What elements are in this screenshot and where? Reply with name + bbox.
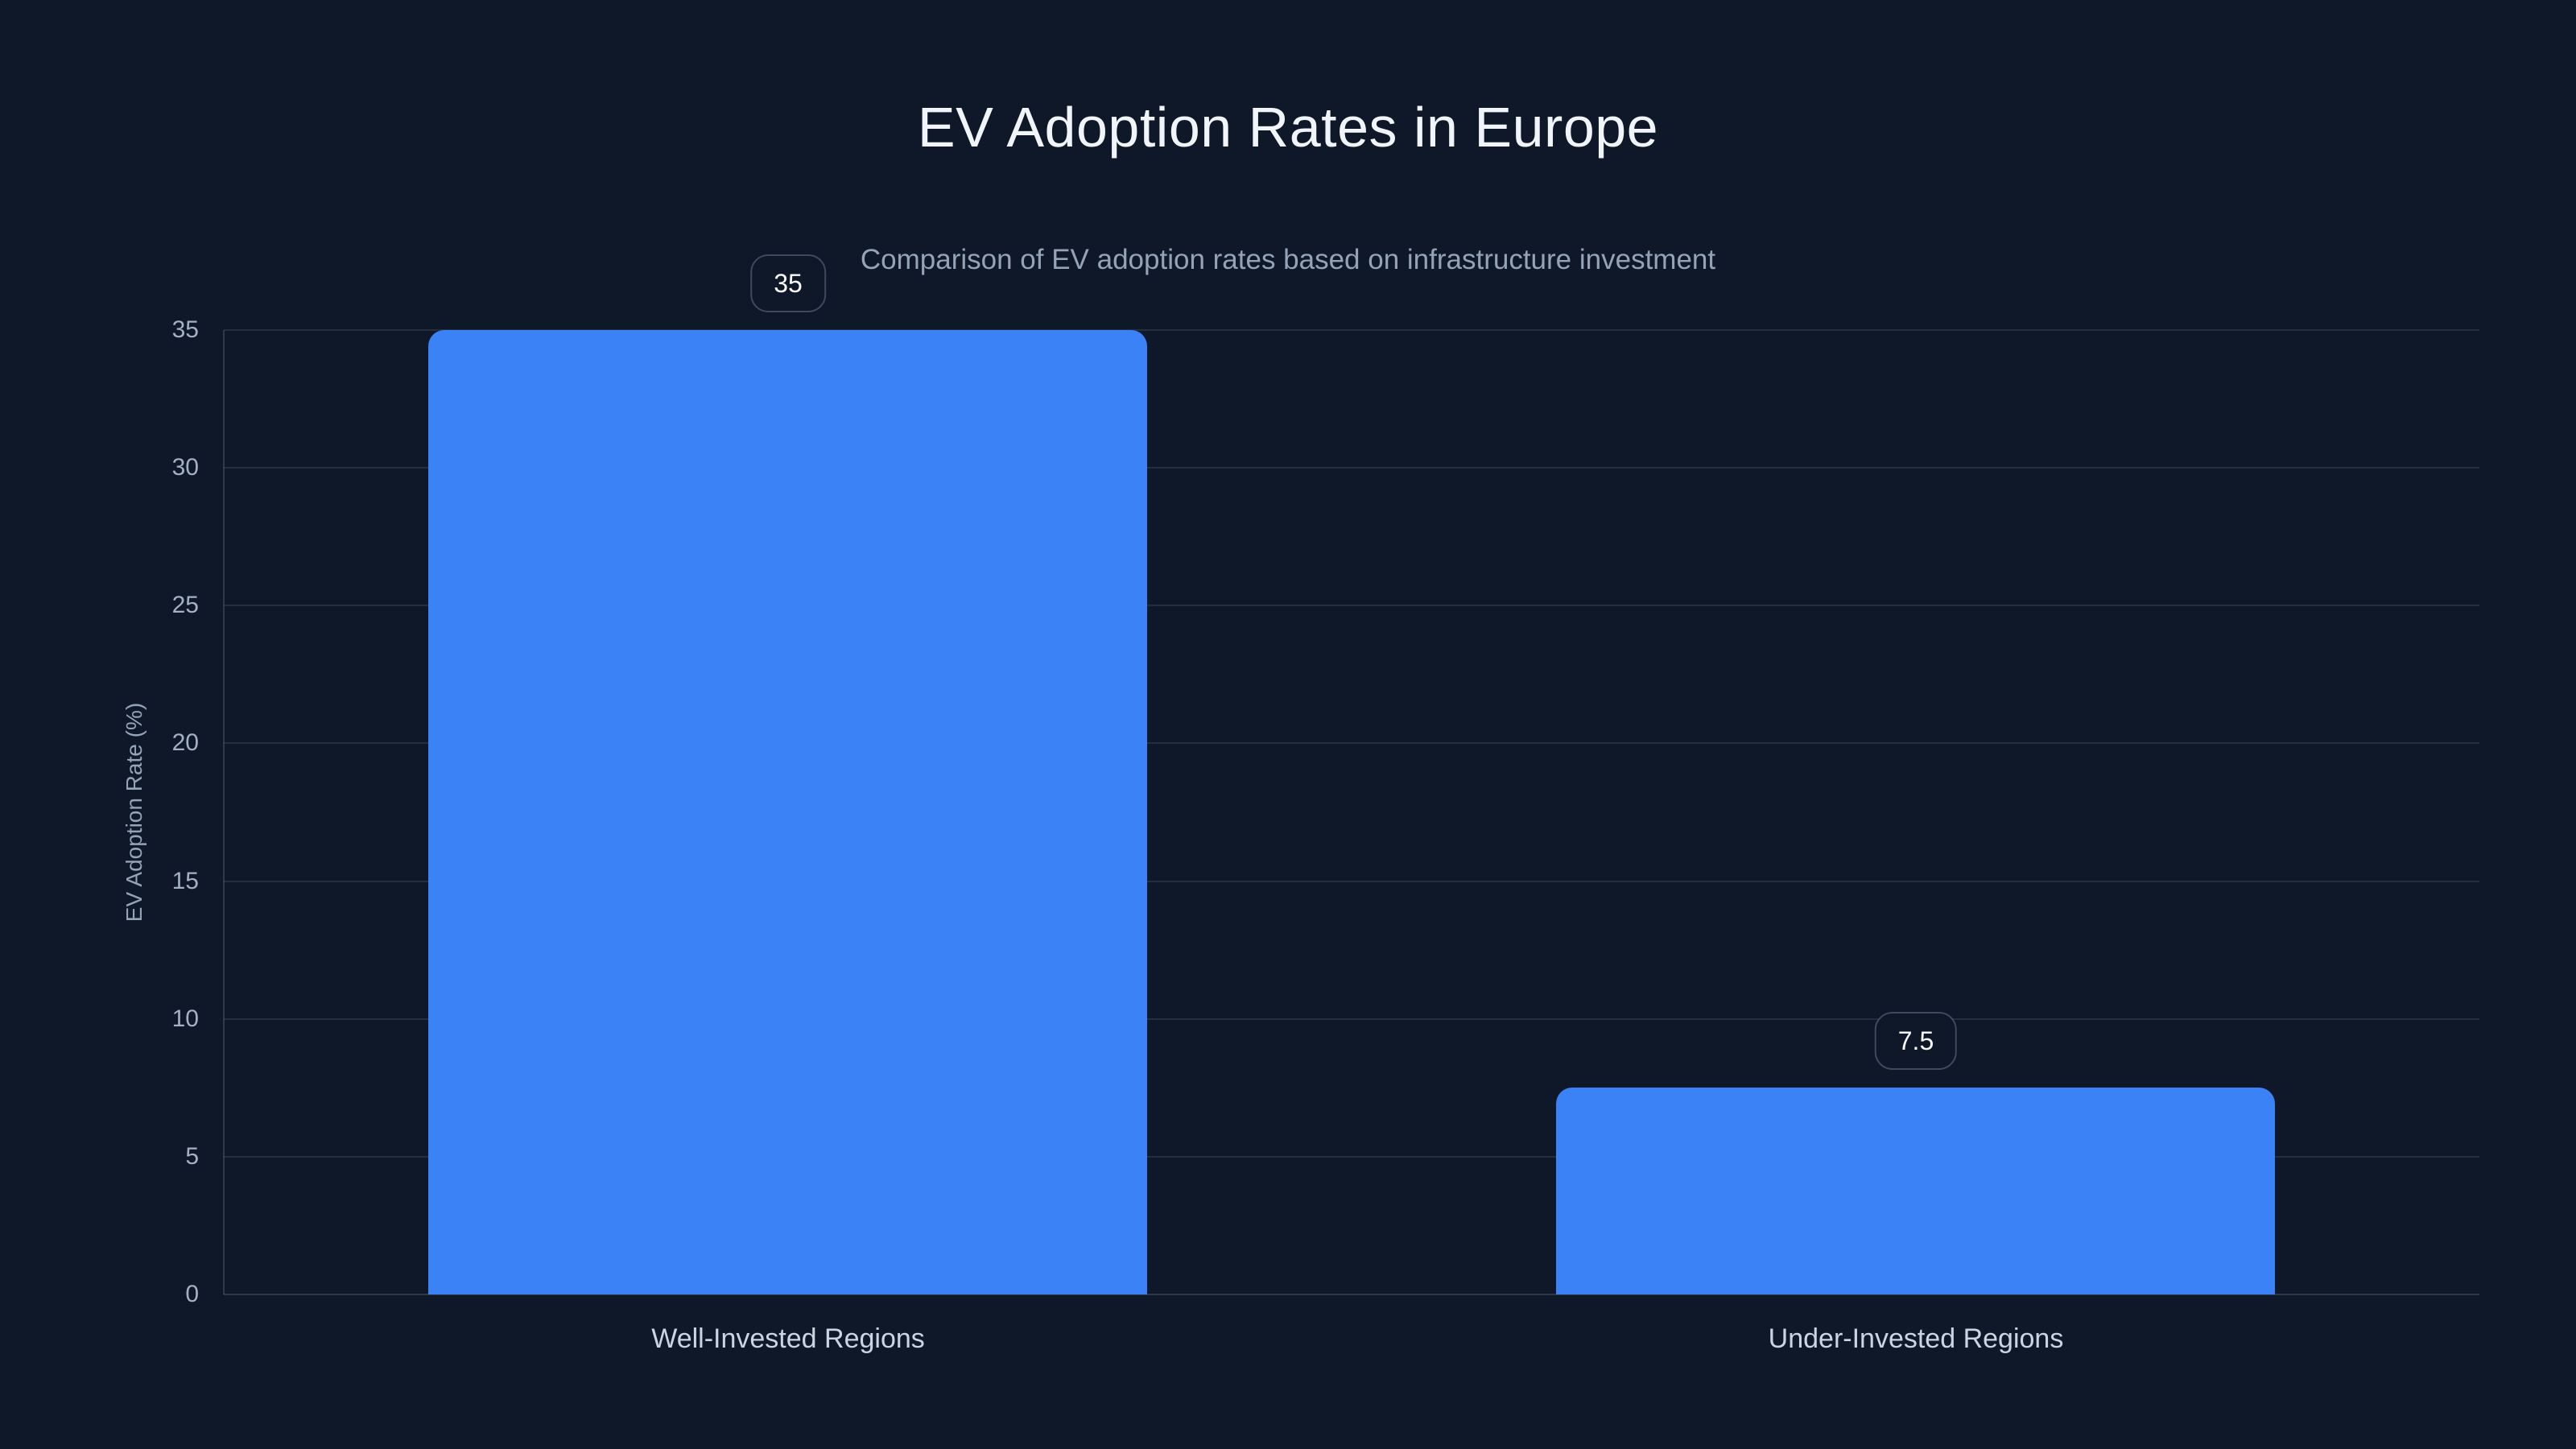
y-tick-label-5: 5: [185, 1143, 199, 1170]
y-tick-label-30: 30: [171, 454, 199, 481]
x-axis-label-well-invested-regions: Well-Invested Regions: [651, 1323, 925, 1354]
value-badge-under-invested-regions: 7.5: [1874, 1012, 1958, 1070]
y-tick-label-10: 10: [171, 1005, 199, 1032]
y-tick-label-20: 20: [171, 729, 199, 756]
bar-under-invested-regions[interactable]: [1556, 1088, 2275, 1294]
y-tick-label-0: 0: [185, 1281, 199, 1307]
y-tick-label-35: 35: [171, 316, 199, 343]
y-axis-title: EV Adoption Rate (%): [122, 702, 147, 923]
y-tick-label-25: 25: [171, 592, 199, 618]
gridline-y-35: [224, 329, 2479, 331]
gridline-y-15: [224, 881, 2479, 882]
gridline-y-25: [224, 605, 2479, 606]
y-axis-line: [223, 330, 225, 1294]
value-badge-well-invested-regions: 35: [750, 254, 826, 312]
y-tick-label-15: 15: [171, 868, 199, 894]
gridline-y-5: [224, 1156, 2479, 1158]
gridline-y-10: [224, 1018, 2479, 1020]
chart-subtitle: Comparison of EV adoption rates based on…: [860, 244, 1716, 275]
bar-well-invested-regions[interactable]: [428, 330, 1147, 1294]
gridline-y-30: [224, 467, 2479, 469]
gridline-y-0: [224, 1294, 2479, 1295]
gridline-y-20: [224, 742, 2479, 744]
chart-title: EV Adoption Rates in Europe: [917, 96, 1659, 159]
x-axis-label-under-invested-regions: Under-Invested Regions: [1768, 1323, 2064, 1354]
